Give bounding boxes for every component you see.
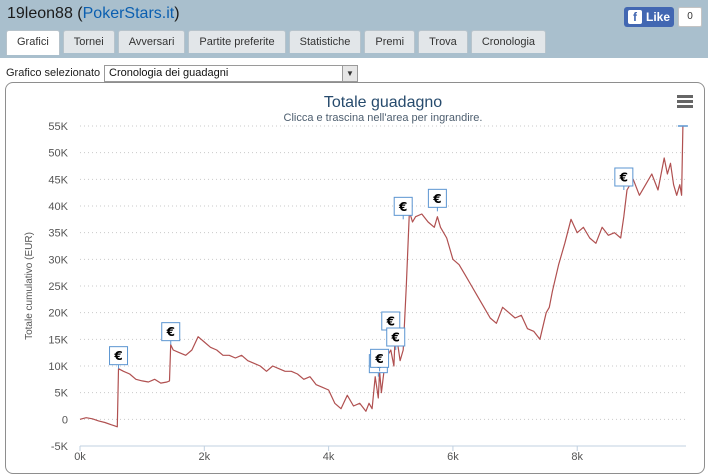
y-tick-label: -5K bbox=[51, 441, 69, 453]
tab-cronologia[interactable]: Cronologia bbox=[470, 30, 547, 53]
y-tick-label: 35K bbox=[48, 228, 68, 240]
euro-icon: € bbox=[113, 349, 122, 363]
euro-marker-box bbox=[386, 327, 406, 347]
page-title: 19leon88 (PokerStars.it) bbox=[7, 5, 180, 22]
euro-marker-box bbox=[161, 322, 181, 342]
y-tick-label: 20K bbox=[48, 308, 68, 320]
username: 19leon88 bbox=[7, 5, 73, 22]
tab-grafici[interactable]: Grafici bbox=[6, 30, 60, 55]
chart-panel: Totale guadagno Clicca e trascina nell'ar… bbox=[5, 82, 705, 474]
euro-icon: € bbox=[432, 192, 441, 206]
euro-marker-box bbox=[370, 348, 390, 368]
y-tick-label: 30K bbox=[48, 254, 68, 266]
euro-marker-box bbox=[614, 167, 634, 187]
chart-selector-label: Grafico selezionato bbox=[6, 67, 101, 79]
y-tick-label: 40K bbox=[48, 201, 68, 213]
like-count: 0 bbox=[678, 7, 702, 27]
euro-icon: € bbox=[619, 171, 628, 185]
chart-title: Totale guadagno bbox=[324, 94, 442, 111]
hamburger-menu-icon[interactable] bbox=[677, 95, 693, 108]
tab-premi[interactable]: Premi bbox=[364, 30, 416, 53]
euro-icon: € bbox=[391, 331, 400, 345]
like-label: Like bbox=[646, 10, 671, 24]
x-tick-label: 6k bbox=[447, 451, 459, 463]
y-tick-label: 55K bbox=[48, 121, 68, 133]
tab-partite-preferite[interactable]: Partite preferite bbox=[188, 30, 286, 53]
chart-subtitle: Clicca e trascina nell'area per ingrandi… bbox=[284, 112, 483, 124]
x-tick-label: 0k bbox=[74, 451, 86, 463]
x-tick-label: 8k bbox=[571, 451, 583, 463]
euro-icon: € bbox=[166, 325, 175, 339]
chevron-down-icon[interactable]: ▼ bbox=[342, 66, 357, 81]
euro-icon: € bbox=[374, 352, 383, 366]
y-tick-label: 10K bbox=[48, 361, 68, 373]
euro-icon: € bbox=[386, 315, 395, 329]
tab-tornei[interactable]: Tornei bbox=[62, 30, 115, 53]
y-tick-label: 25K bbox=[48, 281, 68, 293]
y-tick-label: 15K bbox=[48, 334, 68, 346]
series-line bbox=[79, 125, 684, 428]
y-axis-label: Totale cumulativo (EUR) bbox=[24, 232, 35, 340]
y-tick-label: 45K bbox=[48, 174, 68, 186]
facebook-icon: f bbox=[628, 10, 642, 24]
x-tick-label: 2k bbox=[198, 451, 210, 463]
site-link[interactable]: PokerStars.it bbox=[82, 5, 175, 22]
euro-marker-box bbox=[393, 196, 413, 216]
tab-statistiche[interactable]: Statistiche bbox=[288, 30, 362, 53]
y-tick-label: 50K bbox=[48, 148, 68, 160]
facebook-like-button[interactable]: f Like bbox=[624, 7, 674, 27]
y-tick-label: 5K bbox=[55, 388, 69, 400]
tab-trova[interactable]: Trova bbox=[418, 30, 468, 53]
chart-selector-value: Cronologia dei guadagni bbox=[109, 67, 229, 79]
tab-bar: Grafici Tornei Avversari Partite preferi… bbox=[6, 30, 547, 55]
euro-marker-box bbox=[427, 188, 447, 208]
chart-selector-dropdown[interactable]: Cronologia dei guadagni ▼ bbox=[104, 65, 358, 82]
tab-avversari[interactable]: Avversari bbox=[117, 30, 186, 53]
euro-icon: € bbox=[398, 200, 407, 214]
y-tick-label: 0 bbox=[62, 414, 68, 426]
euro-marker-box bbox=[109, 346, 129, 366]
x-tick-label: 4k bbox=[323, 451, 335, 463]
